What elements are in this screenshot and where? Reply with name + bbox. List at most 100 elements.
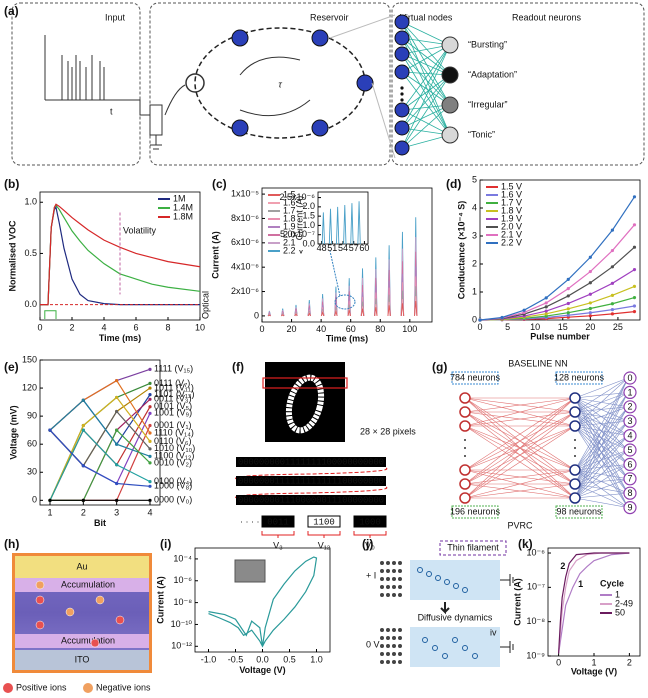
reservoir-nodes: [231, 29, 374, 137]
panel-a: (a) Input t τ Reservoir Virtual nodes Re…: [4, 2, 645, 166]
series-line: [558, 552, 630, 654]
legend-label: 1.9 V: [283, 221, 304, 231]
connection: [401, 53, 451, 106]
device: [410, 560, 500, 600]
particle: [380, 636, 384, 640]
y-axis-label: Normalised VOC: [7, 220, 17, 292]
particle: [392, 577, 396, 581]
legend-label: 1.5 V: [501, 181, 522, 191]
y-tick-label: 0: [472, 314, 477, 324]
series-line: [49, 410, 151, 467]
particle: [380, 569, 384, 573]
marker: [148, 484, 152, 488]
input-node: [459, 492, 471, 504]
virtual-node: [394, 30, 410, 46]
particle: [392, 561, 396, 565]
y-tick-label: 5: [472, 174, 477, 184]
code-bits: 1000: [359, 517, 381, 527]
marker: [148, 397, 152, 401]
x-tick-label: 25: [613, 322, 623, 332]
marker: [566, 313, 570, 317]
label: t: [110, 106, 113, 116]
panel-label: (d): [446, 177, 461, 191]
x-tick-label: 0: [37, 322, 42, 332]
input-node: [459, 392, 471, 404]
code-label: V₀: [365, 540, 375, 550]
x-tick-label: 60: [359, 243, 369, 253]
legend-label: 50: [615, 607, 625, 617]
marker: [148, 480, 152, 484]
panel-label: (a): [4, 4, 19, 18]
y-axis-label: Current (A): [155, 576, 165, 624]
code-box: [307, 515, 341, 528]
series-line: [49, 396, 151, 501]
particle: [386, 644, 390, 648]
y-axis-label: Voltage (mV): [8, 405, 18, 459]
particle: [398, 628, 402, 632]
marker: [610, 302, 615, 306]
legend-label: 2.0 V: [283, 229, 304, 239]
series-line: [49, 387, 151, 467]
hidden-node: [569, 464, 581, 476]
legend-label: 1010 (V₁₀): [154, 443, 195, 453]
y-axis-label: Conductance (×10⁻⁴ S): [456, 201, 466, 299]
annotation: 1: [578, 579, 583, 589]
legend-label: 2.0 V: [501, 221, 522, 231]
bracket: [307, 531, 341, 538]
x-axis-label: Time (ms): [99, 333, 141, 343]
legend-label: 1.6 V: [501, 189, 522, 199]
legend-label: 1100 (V₁₂): [154, 451, 194, 461]
marker: [632, 195, 637, 199]
particle: [386, 660, 390, 664]
ellipsis: · · · ·: [240, 516, 260, 526]
x-tick-label: 1: [47, 507, 52, 517]
stem: [334, 309, 338, 317]
marker: [632, 223, 637, 227]
zoom-region: [334, 294, 356, 310]
label: Accumulation: [61, 635, 115, 645]
legend-label: 2.2 V: [501, 237, 522, 247]
connection: [401, 44, 451, 111]
edge: [464, 397, 576, 413]
y-axis-label: Current (A): [294, 196, 304, 241]
legend-label: 2.1 V: [501, 229, 522, 239]
particles: [380, 561, 478, 664]
x-tick-label: 0: [477, 322, 482, 332]
legend-label: 1111 (V₁₅): [154, 364, 193, 374]
particle: [380, 561, 384, 565]
marker: [566, 287, 570, 291]
x-tick-label: 51: [327, 243, 337, 253]
marker: [148, 423, 152, 428]
edge: [574, 377, 629, 499]
marker: [544, 314, 548, 318]
marker: [115, 428, 119, 432]
marker: [632, 296, 637, 300]
x-axis-label: Voltage (V): [239, 665, 285, 675]
input-node: [459, 464, 471, 476]
y-tick-label: 1.5: [302, 211, 315, 221]
particle: [453, 583, 459, 589]
connection: [401, 21, 451, 76]
edge: [574, 377, 629, 471]
ellipsis: [400, 86, 404, 90]
ion: [90, 638, 100, 648]
y-tick-label: 1: [472, 286, 477, 296]
connection: [401, 44, 451, 129]
label: iv: [490, 627, 497, 637]
x-tick-label: 40: [316, 324, 326, 334]
legend-label: 2-49: [615, 598, 633, 608]
marker: [566, 277, 570, 281]
marker: [115, 481, 119, 486]
legend-label: 1101 (V₁₃): [154, 389, 195, 399]
series-line: [49, 429, 151, 487]
input-node: [185, 73, 205, 93]
panel-label: (f): [232, 360, 244, 374]
marker: [81, 498, 85, 502]
readout-label: “Irregular”: [468, 99, 508, 109]
particle: [380, 593, 384, 597]
y-tick-label: 10⁻¹⁰: [171, 619, 193, 629]
x-tick-label: 2: [627, 657, 632, 667]
virtual-node: [394, 46, 410, 62]
subtitle: PVRC: [507, 520, 533, 530]
x-tick-label: -1.0: [201, 654, 217, 664]
